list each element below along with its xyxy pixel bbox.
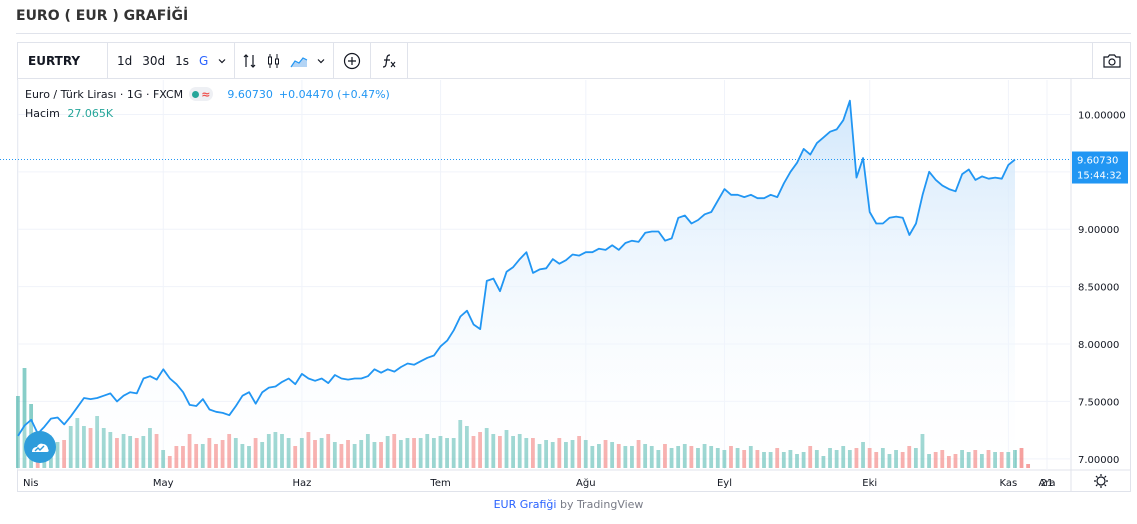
title-divider: [16, 33, 1131, 34]
price-chart[interactable]: 7.000007.500008.000008.500009.000009.500…: [0, 0, 1137, 492]
interval-button[interactable]: G: [199, 53, 209, 68]
volume-bar: [22, 368, 27, 468]
x-tick-label: Eyl: [717, 478, 732, 489]
last-price-badge: [1072, 151, 1128, 184]
page-title: EURO ( EUR ) GRAFİĞİ: [16, 8, 189, 24]
market-status-pill[interactable]: ≈: [189, 87, 214, 101]
delayed-data-icon: ≈: [201, 87, 211, 101]
compare-icon[interactable]: [238, 43, 262, 79]
range-30d-button[interactable]: 30d: [142, 53, 166, 68]
toolbar-divider: [234, 42, 236, 79]
x-tick-label: Ara: [1038, 478, 1055, 489]
toolbar-divider: [333, 42, 335, 79]
y-tick-label: 10.00000: [1078, 110, 1126, 121]
y-tick-label: 7.00000: [1078, 455, 1119, 466]
series-name: Euro / Türk Lirası · 1G · FXCM: [25, 87, 184, 101]
legend-change: +0.04470 (+0.47%): [278, 87, 390, 101]
volume-bar: [1019, 448, 1024, 468]
add-indicator-icon[interactable]: [337, 43, 367, 79]
volume-bar: [1026, 464, 1031, 468]
y-tick-label: 9.00000: [1078, 225, 1119, 236]
x-tick-label: Eki: [862, 478, 877, 489]
price-area: [18, 100, 1015, 468]
last-price-badge-time: 15:44:32: [1077, 171, 1122, 182]
y-tick-label: 8.50000: [1078, 283, 1119, 294]
fx-icon[interactable]: [374, 43, 404, 79]
y-tick-label: 7.50000: [1078, 397, 1119, 408]
last-price-badge-price: 9.60730: [1077, 156, 1118, 167]
symbol-search[interactable]: EURTRY: [18, 42, 108, 79]
legend-price: 9.60730: [227, 87, 273, 101]
range-1d-button[interactable]: 1d: [117, 53, 133, 68]
x-tick-label: Haz: [292, 478, 311, 489]
price-line: [17, 99, 1016, 437]
series-legend: Euro / Türk Lirası · 1G · FXCM ≈ 9.60730…: [25, 87, 390, 101]
x-tick-label: May: [153, 478, 174, 489]
volume-value: 27.065K: [67, 107, 114, 120]
gear-icon[interactable]: [1094, 474, 1108, 488]
range-1s-button[interactable]: 1s: [175, 53, 190, 68]
x-tick-label: Tem: [429, 478, 450, 489]
x-tick-label: Nis: [23, 478, 38, 489]
y-tick-label: 8.00000: [1078, 340, 1119, 351]
tradingview-logo-icon[interactable]: [24, 431, 56, 463]
market-open-dot-icon: [192, 90, 200, 98]
footer-attribution: EUR Grafiği by TradingView: [0, 498, 1137, 511]
chart-toolbar: EURTRY 1d 30d 1s G: [18, 42, 1130, 79]
area-chart-icon[interactable]: [286, 43, 312, 79]
toolbar-divider: [370, 42, 372, 79]
toolbar-divider: [407, 42, 409, 79]
chevron-down-icon[interactable]: [312, 43, 330, 79]
eur-chart-link[interactable]: EUR Grafiği: [493, 498, 557, 511]
footer-by-text: by TradingView: [559, 498, 644, 511]
camera-icon[interactable]: [1092, 43, 1130, 79]
x-tick-label: 21: [1041, 478, 1054, 489]
x-tick-label: Kas: [1000, 478, 1018, 489]
volume-bar: [16, 396, 20, 468]
volume-legend: Hacim 27.065K: [25, 107, 113, 120]
volume-label: Hacim: [25, 107, 60, 120]
x-tick-label: Ağu: [576, 477, 596, 489]
chevron-down-icon[interactable]: [213, 43, 231, 79]
candles-icon[interactable]: [262, 43, 286, 79]
